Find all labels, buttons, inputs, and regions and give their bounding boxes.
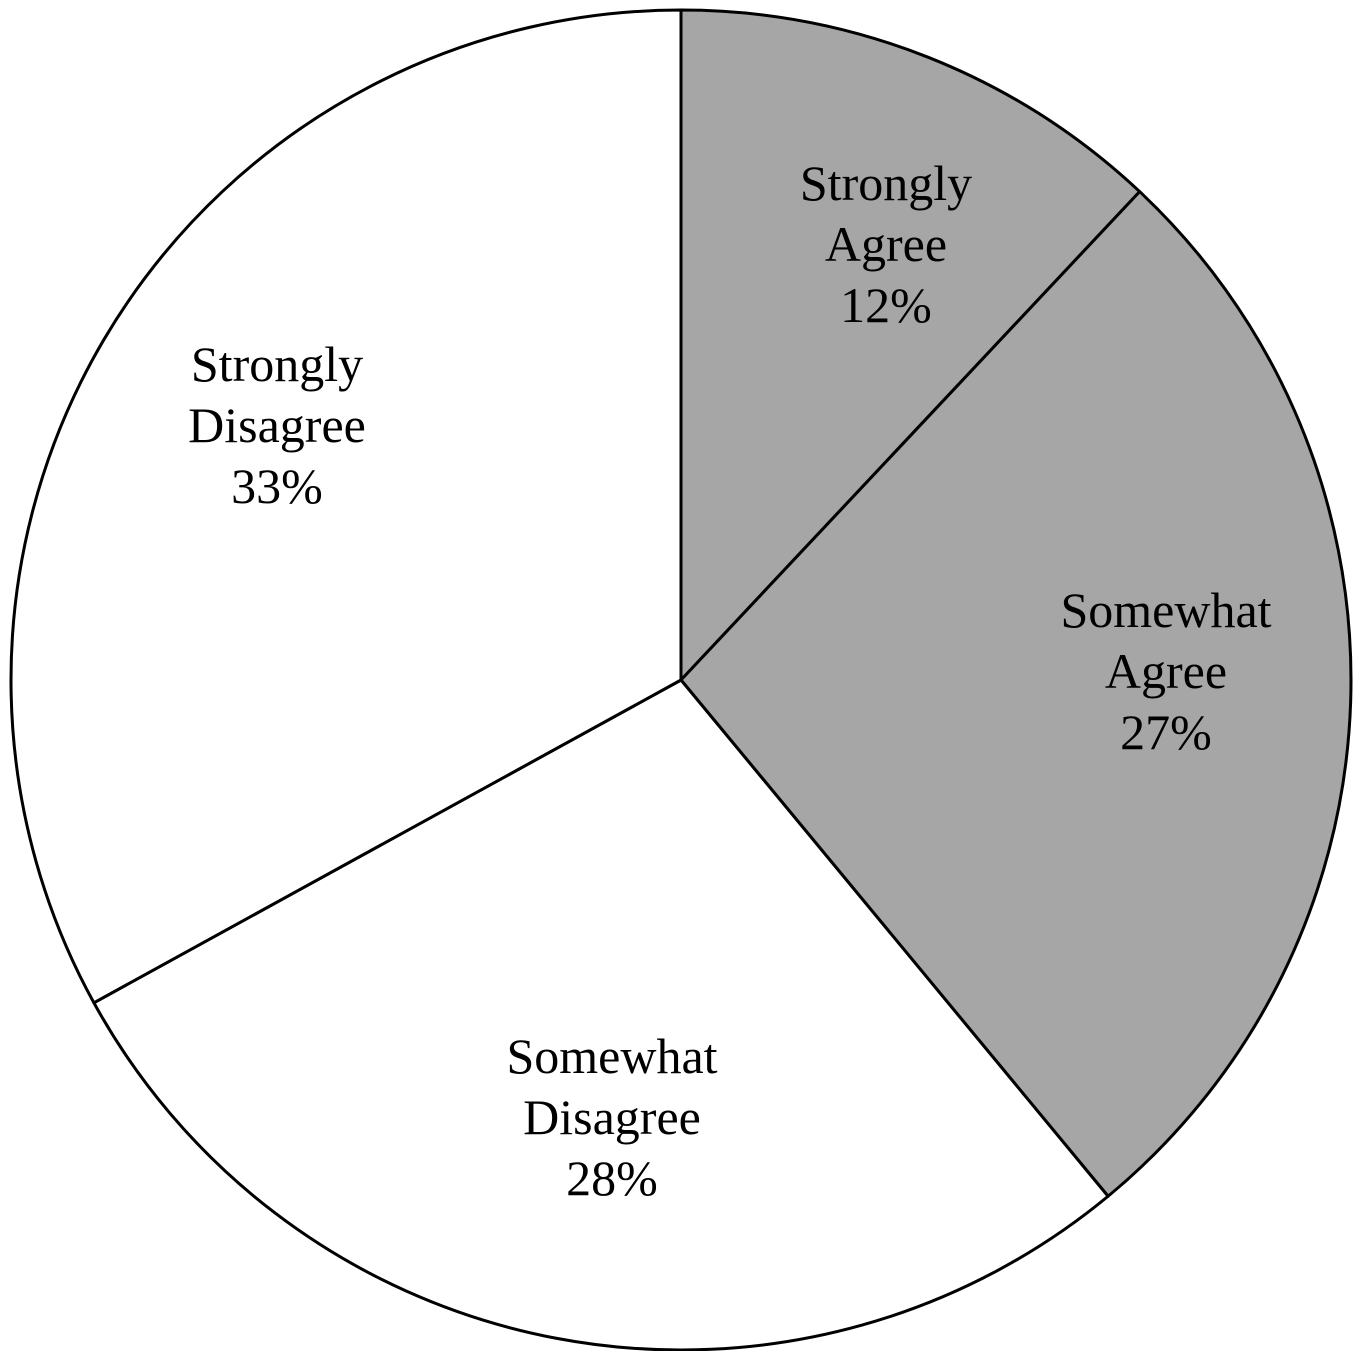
slice-label-line: Disagree <box>523 1089 701 1145</box>
slice-value-label: 12% <box>840 277 932 333</box>
slice-label-line: Agree <box>825 216 947 272</box>
slice-label-line: Strongly <box>800 155 972 211</box>
pie-slice-somewhat-disagree <box>92 678 1110 1351</box>
slice-label-line: Strongly <box>191 336 363 392</box>
pie-slices <box>9 8 1353 1351</box>
pie-labels: Strongly Agree 12%Somewhat Agree 27%Somewhat… <box>188 155 1271 1206</box>
pie-slice-strongly-agree <box>679 8 1142 682</box>
slice-label-line: Disagree <box>188 397 366 453</box>
slice-value-label: 27% <box>1120 704 1212 760</box>
slice-label-somewhat-disagree: Somewhat Disagree 28% <box>506 1028 717 1206</box>
pie-slice-strongly-disagree <box>9 8 683 1005</box>
slice-label-strongly-agree: Strongly Agree 12% <box>800 155 972 333</box>
slice-label-line: Agree <box>1105 643 1227 699</box>
slice-value-label: 28% <box>566 1150 658 1206</box>
slice-label-strongly-disagree: Strongly Disagree 33% <box>188 336 366 514</box>
pie-slice-somewhat-agree <box>679 190 1353 1198</box>
slice-label-line: Somewhat <box>1060 582 1271 638</box>
slice-value-label: 33% <box>231 458 323 514</box>
slice-label-somewhat-agree: Somewhat Agree 27% <box>1060 582 1271 760</box>
slice-label-line: Somewhat <box>506 1028 717 1084</box>
